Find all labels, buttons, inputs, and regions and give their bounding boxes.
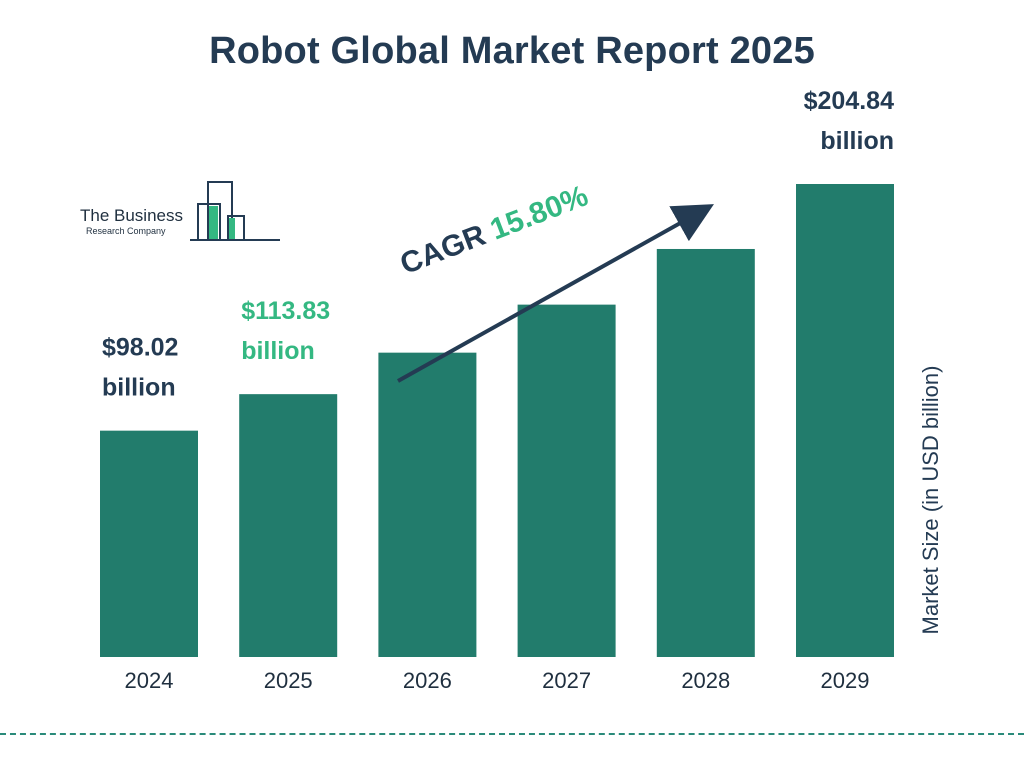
x-tick-label-2027: 2027 xyxy=(542,668,591,693)
logo-text-secondary: Research Company xyxy=(86,226,166,236)
data-label-2024-unit: billion xyxy=(102,374,176,402)
bar-2025 xyxy=(239,394,338,657)
data-label-2024-value: $98.02 xyxy=(102,334,178,362)
x-tick-label-2024: 2024 xyxy=(125,668,174,693)
bar-2026 xyxy=(378,352,477,657)
bottom-divider xyxy=(0,733,1024,735)
company-logo: The Business Research Company xyxy=(78,180,283,244)
data-label-2029-unit: billion xyxy=(820,127,894,155)
x-tick-label-2025: 2025 xyxy=(264,668,313,693)
y-axis-label: Market Size (in USD billion) xyxy=(918,365,943,635)
data-label-2025-unit: billion xyxy=(241,337,315,365)
x-tick-label-2026: 2026 xyxy=(403,668,452,693)
data-label-2025-value: $113.83 xyxy=(241,297,330,325)
bar-2028 xyxy=(656,248,755,657)
logo-bars-icon xyxy=(190,181,280,241)
bar-2029 xyxy=(796,184,894,657)
bar-2027 xyxy=(517,304,616,657)
logo-text-primary: The Business xyxy=(80,206,183,225)
cagr-arrow xyxy=(397,204,714,383)
x-tick-label-2028: 2028 xyxy=(681,668,730,693)
chart-title: Robot Global Market Report 2025 xyxy=(209,30,815,72)
bar-2024 xyxy=(100,430,198,657)
x-tick-label-2029: 2029 xyxy=(821,668,870,693)
data-label-2029-value: $204.84 xyxy=(804,87,894,115)
